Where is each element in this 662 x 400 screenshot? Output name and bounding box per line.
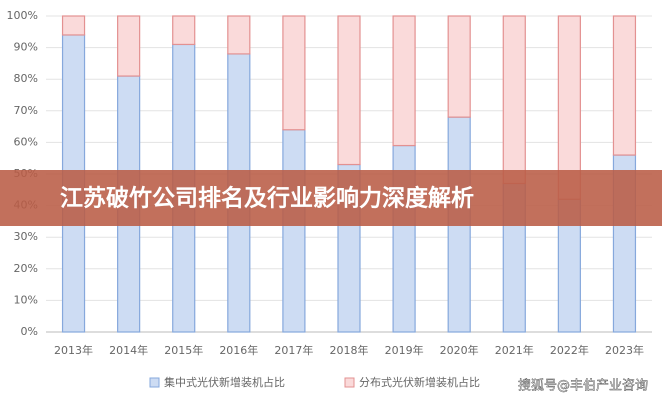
x-tick-label: 2016年 [219,343,258,357]
y-tick-label: 30% [14,230,38,243]
bar-segment [612,15,637,156]
x-tick-label: 2013年 [54,343,93,357]
y-tick-label: 100% [7,9,38,22]
bar-segment [61,15,86,36]
x-tick-label: 2014年 [109,343,148,357]
x-tick-label: 2023年 [605,343,644,357]
x-tick-label: 2017年 [274,343,313,357]
legend-swatch [149,377,160,388]
x-tick-label: 2022年 [550,343,589,357]
x-tick-label: 2020年 [440,343,479,357]
watermark: 搜狐号@丰伯产业咨询 [518,379,648,394]
bar-segment [502,15,526,185]
x-tick-label: 2015年 [164,343,203,357]
y-tick-label: 0% [21,325,38,338]
banner-title: 江苏破竹公司排名及行业影响力深度解析 [60,185,474,212]
legend-label: 集中式光伏新增装机占比 [164,375,285,389]
bar-segment [172,15,196,46]
bar-segment [392,15,416,147]
bar-segment [447,15,471,118]
y-tick-label: 70% [14,104,38,117]
bar-segment [282,15,306,131]
legend-swatch [344,377,355,388]
x-tick-label: 2021年 [495,343,534,357]
bar-segment [227,15,251,55]
x-tick-label: 2018年 [330,343,369,357]
x-tick-label: 2019年 [385,343,424,357]
bar-segment [337,15,361,166]
legend-label: 分布式光伏新增装机占比 [359,375,480,389]
y-tick-label: 10% [14,293,38,306]
y-tick-label: 80% [14,72,38,85]
bar-segment [282,129,306,333]
y-tick-label: 20% [14,262,38,275]
y-tick-label: 60% [14,135,38,148]
y-tick-label: 90% [14,41,38,54]
bar-segment [117,15,141,77]
banner [0,170,662,226]
